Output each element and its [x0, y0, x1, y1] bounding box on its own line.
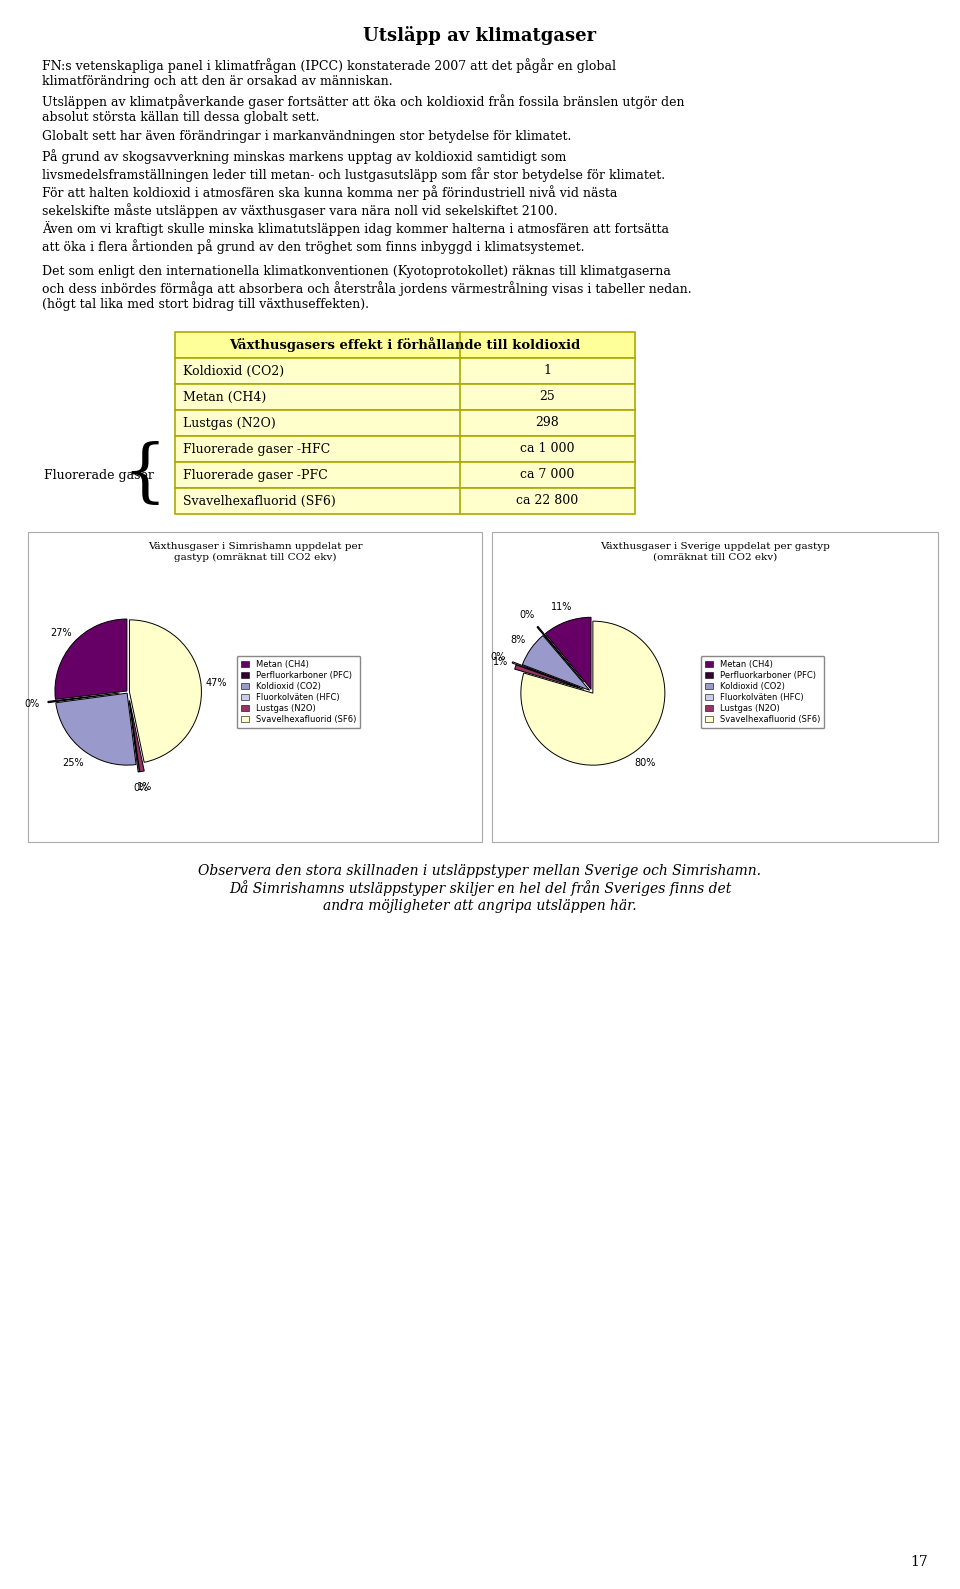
Wedge shape [56, 693, 136, 766]
Wedge shape [512, 661, 580, 688]
FancyBboxPatch shape [175, 358, 635, 385]
Text: Fluorerade gaser: Fluorerade gaser [44, 469, 154, 481]
Text: Växthusgaser i Simrishamn uppdelat per
gastyp (omräknat till CO2 ekv): Växthusgaser i Simrishamn uppdelat per g… [148, 542, 362, 561]
Text: 1: 1 [543, 364, 551, 378]
Text: ca 1 000: ca 1 000 [520, 442, 575, 456]
Text: 8%: 8% [511, 634, 525, 645]
Wedge shape [55, 620, 127, 699]
FancyBboxPatch shape [175, 435, 635, 462]
Text: Metan (CH4): Metan (CH4) [183, 391, 266, 404]
Wedge shape [545, 617, 591, 690]
FancyBboxPatch shape [492, 532, 938, 842]
Legend: Metan (CH4), Perfluorkarboner (PFC), Koldioxid (CO2), Fluorkolväten (HFC), Lustg: Metan (CH4), Perfluorkarboner (PFC), Kol… [236, 656, 360, 728]
Text: För att halten koldioxid i atmosfären ska kunna komma ner på förindustriell nivå: För att halten koldioxid i atmosfären sk… [42, 186, 617, 218]
Text: Det som enligt den internationella klimatkonventionen (Kyotoprotokollet) räknas : Det som enligt den internationella klima… [42, 265, 691, 311]
Text: Fluorerade gaser -HFC: Fluorerade gaser -HFC [183, 442, 330, 456]
Wedge shape [130, 701, 144, 772]
Text: 25%: 25% [62, 758, 84, 767]
FancyBboxPatch shape [175, 488, 635, 513]
Text: Växthusgaser i Sverige uppdelat per gastyp
(omräknat till CO2 ekv): Växthusgaser i Sverige uppdelat per gast… [600, 542, 830, 561]
Wedge shape [130, 701, 139, 772]
Text: 25: 25 [540, 391, 556, 404]
Text: 0%: 0% [25, 699, 40, 709]
Text: På grund av skogsavverkning minskas markens upptag av koldioxid samtidigt som
li: På grund av skogsavverkning minskas mark… [42, 149, 665, 181]
Legend: Metan (CH4), Perfluorkarboner (PFC), Koldioxid (CO2), Fluorkolväten (HFC), Lustg: Metan (CH4), Perfluorkarboner (PFC), Kol… [701, 656, 825, 728]
Text: 0%: 0% [490, 651, 505, 663]
Text: Svavelhexafluorid (SF6): Svavelhexafluorid (SF6) [183, 494, 336, 507]
Text: 0%: 0% [519, 610, 535, 620]
Wedge shape [522, 636, 589, 690]
Text: 17: 17 [910, 1556, 928, 1568]
Wedge shape [537, 626, 584, 682]
Text: Observera den stora skillnaden i utsläppstyper mellan Sverige och Simrishamn.
Då: Observera den stora skillnaden i utsläpp… [199, 864, 761, 912]
Text: ca 7 000: ca 7 000 [520, 469, 575, 481]
Text: Utsläppen av klimatpåverkande gaser fortsätter att öka och koldioxid från fossil: Utsläppen av klimatpåverkande gaser fort… [42, 94, 684, 124]
Text: 80%: 80% [635, 758, 657, 769]
Wedge shape [130, 620, 202, 763]
FancyBboxPatch shape [175, 410, 635, 435]
Text: 27%: 27% [51, 628, 72, 637]
FancyBboxPatch shape [175, 462, 635, 488]
FancyBboxPatch shape [175, 385, 635, 410]
Wedge shape [515, 664, 584, 690]
FancyBboxPatch shape [175, 332, 635, 358]
Wedge shape [48, 693, 119, 702]
Text: Koldioxid (CO2): Koldioxid (CO2) [183, 364, 284, 378]
FancyBboxPatch shape [28, 532, 482, 842]
Text: Fluorerade gaser -PFC: Fluorerade gaser -PFC [183, 469, 327, 481]
Text: 298: 298 [536, 416, 560, 429]
Text: Växthusgasers effekt i förhållande till koldioxid: Växthusgasers effekt i förhållande till … [229, 337, 581, 353]
Text: 1%: 1% [137, 782, 153, 791]
Text: ca 22 800: ca 22 800 [516, 494, 579, 507]
Text: Även om vi kraftigt skulle minska klimatutsläppen idag kommer halterna i atmosfä: Även om vi kraftigt skulle minska klimat… [42, 221, 669, 254]
Text: FN:s vetenskapliga panel i klimatfrågan (IPCC) konstaterade 2007 att det pågår e: FN:s vetenskapliga panel i klimatfrågan … [42, 59, 616, 87]
Text: Globalt sett har även förändringar i markanvändningen stor betydelse för klimate: Globalt sett har även förändringar i mar… [42, 130, 571, 143]
Text: 11%: 11% [551, 602, 572, 612]
Text: Utsläpp av klimatgaser: Utsläpp av klimatgaser [364, 25, 596, 44]
Text: Lustgas (N2O): Lustgas (N2O) [183, 416, 276, 429]
Text: {: { [123, 442, 167, 508]
Wedge shape [521, 621, 665, 766]
Text: 47%: 47% [206, 679, 228, 688]
Text: 1%: 1% [492, 658, 508, 667]
Text: 0%: 0% [133, 783, 149, 793]
